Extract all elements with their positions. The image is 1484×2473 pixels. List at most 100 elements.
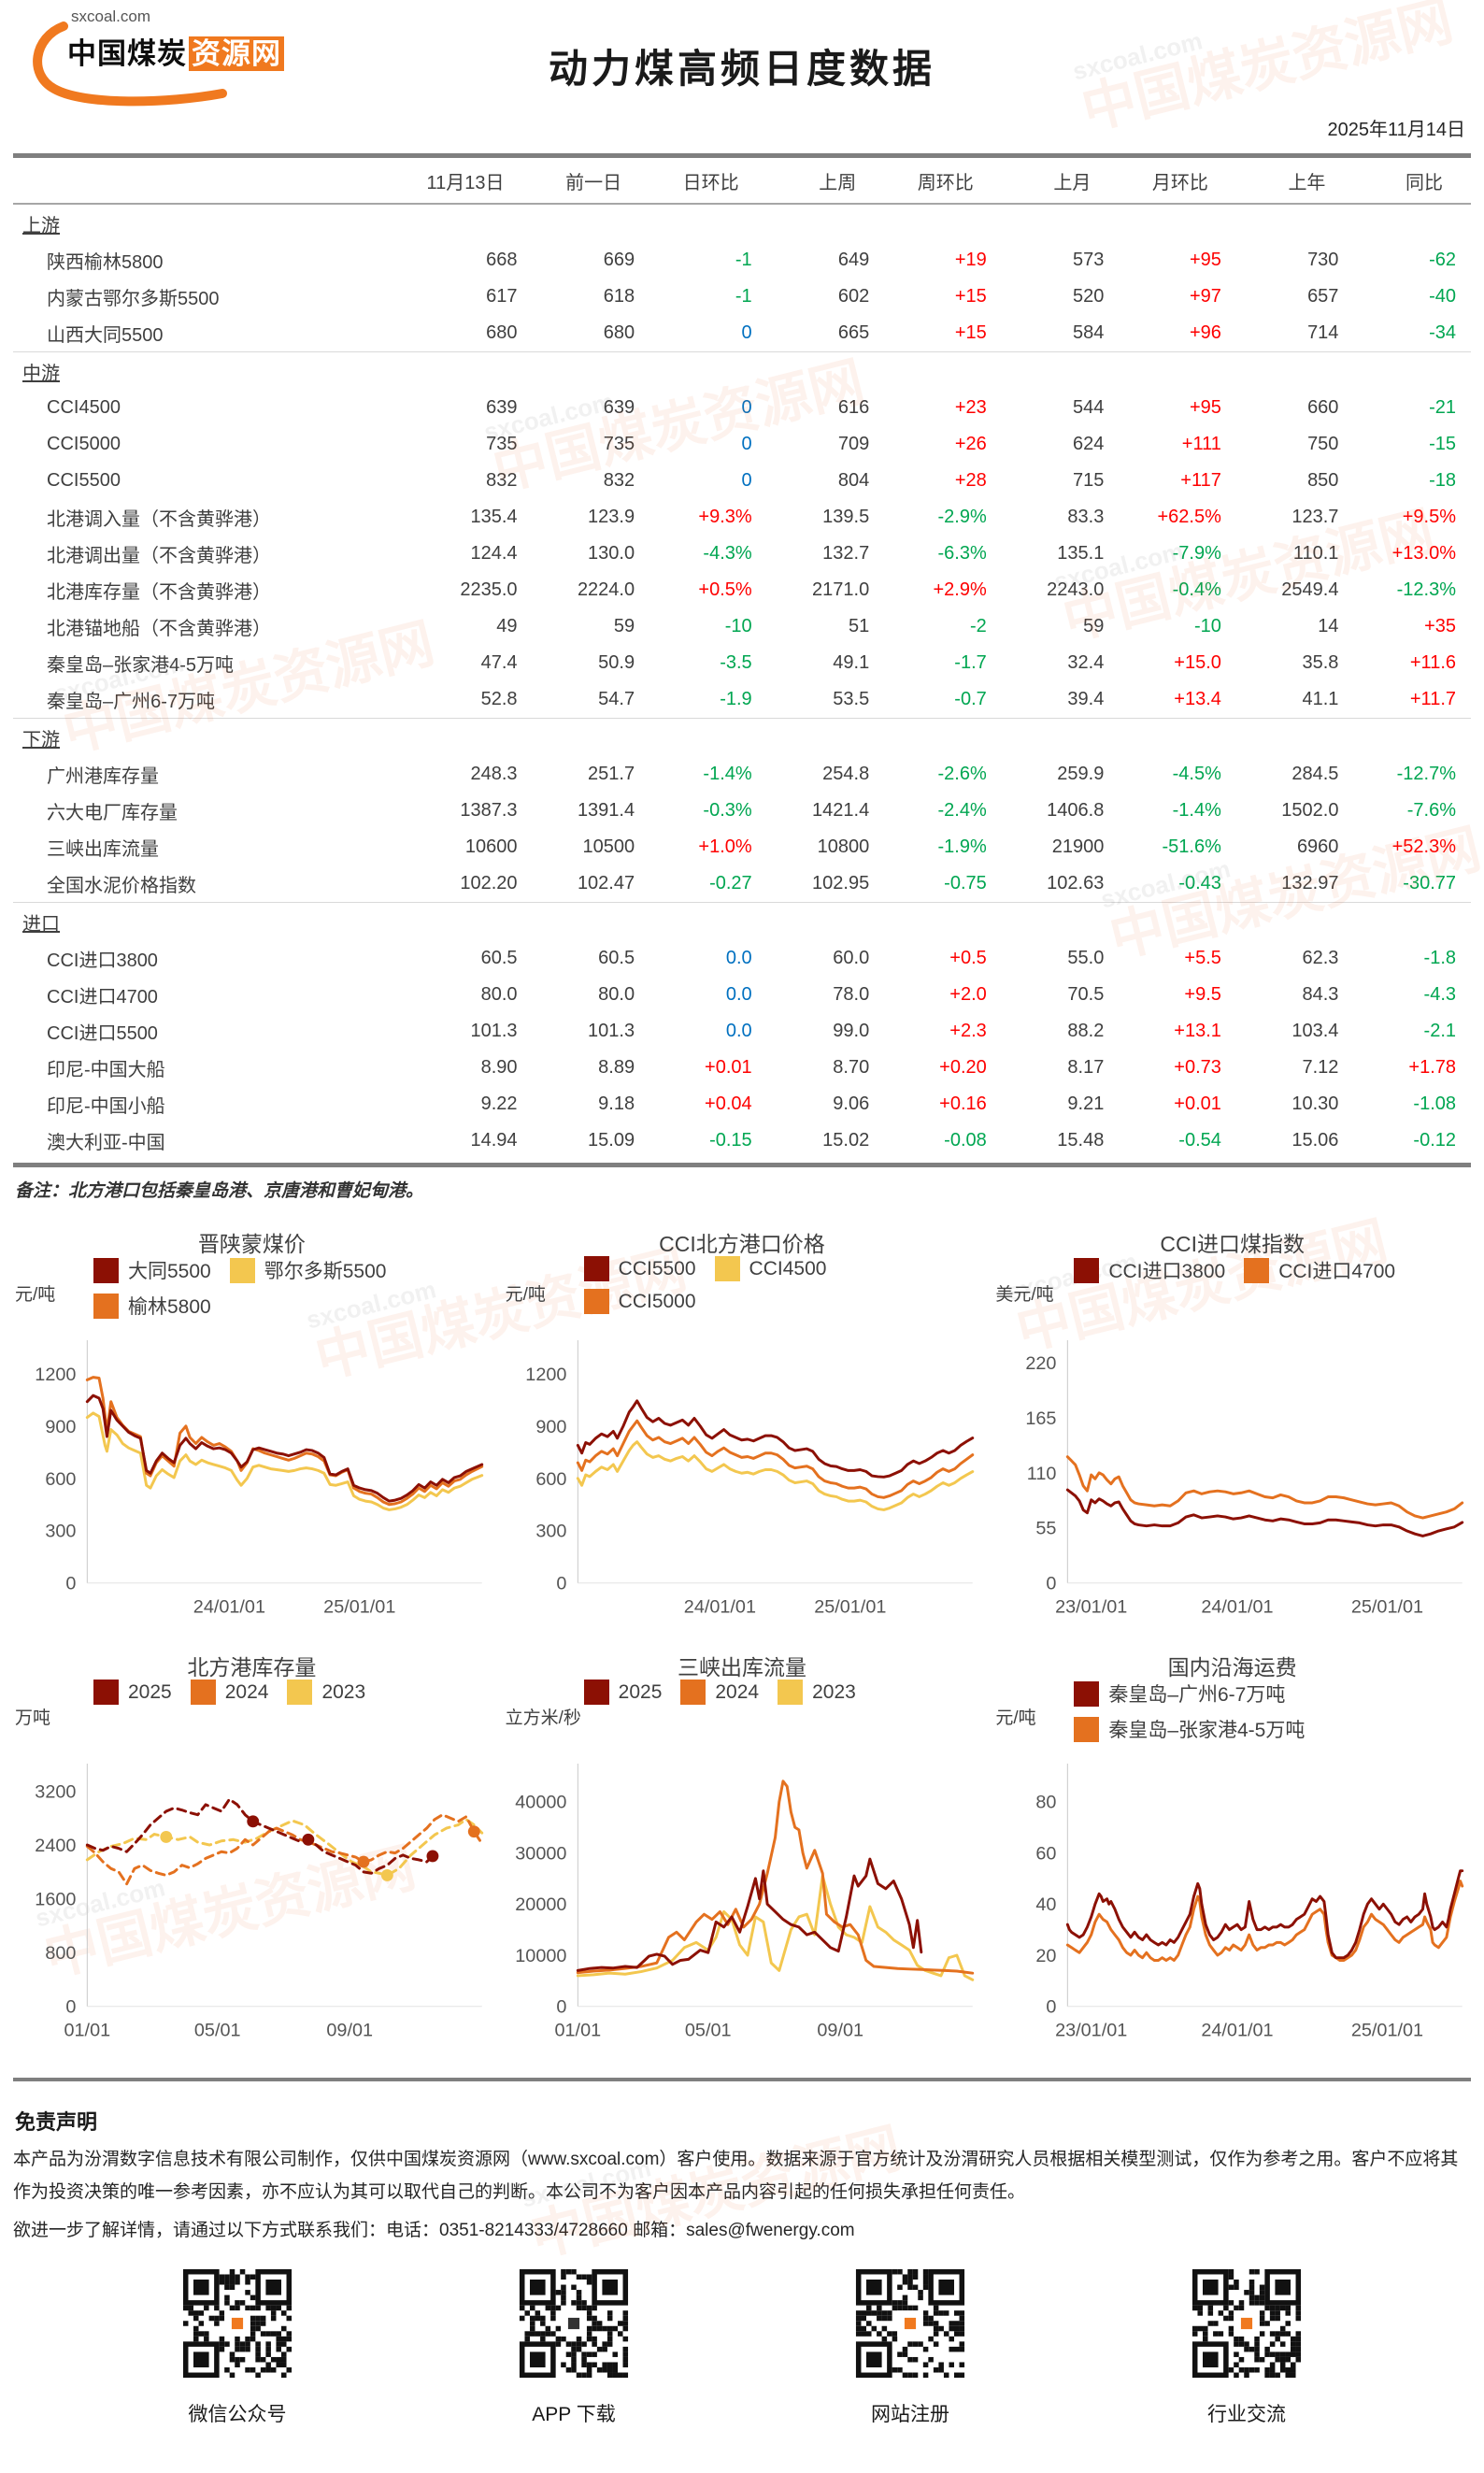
value-cell: +96 [1189,322,1221,343]
series-dot [380,1869,393,1882]
chart-title: 三峡出库流量 [677,1655,806,1680]
value-cell: 49 [496,616,518,636]
value-cell: 669 [603,250,635,270]
svg-text:55: 55 [1036,1519,1057,1539]
legend-item: 榆林5800 [93,1292,211,1320]
value-cell: 102.95 [812,873,870,893]
value-cell: 8.89 [598,1057,635,1078]
value-cell: 639 [486,397,518,418]
value-cell: 9.22 [480,1094,518,1114]
value-cell: 0 [741,470,752,491]
table-row: 全国水泥价格指数 102.20 102.47 -0.27 102.95 -0.75 102.… [13,865,1471,902]
section-label: 进口 [22,913,60,935]
value-cell: 660 [1307,397,1339,418]
value-cell: 680 [603,322,635,343]
legend-item: 2023 [287,1680,365,1706]
qr-label: 微信公众号 [188,2404,287,2426]
row-label: 三峡出库流量 [47,839,159,860]
value-cell: 1387.3 [460,800,518,821]
value-cell: -30.77 [1403,873,1456,893]
value-cell: +13.1 [1174,1021,1221,1041]
chart-cci-north-port: CCI北方港口价格 元/吨 CCI5500 CCI4500 CCI5000 0 300 600… [504,1226,981,1625]
value-cell: 59 [613,616,635,636]
legend-swatch [93,1257,119,1283]
svg-text:300: 300 [535,1522,566,1542]
table-row: 澳大利亚-中国 14.94 15.09 -0.15 15.02 -0.08 15.48 -0.… [13,1122,1471,1159]
value-cell: +28 [954,470,987,491]
value-cell: 49.1 [833,652,870,673]
series-dot [426,1850,439,1863]
value-cell: -1.4% [1172,800,1221,821]
legend-item: 秦皇岛–广州6-7万吨 [1074,1680,1285,1708]
value-cell: 248.3 [470,764,518,784]
table-row: 三峡出库流量 10600 10500 +1.0% 10800 -1.9% 21900 -51.… [13,829,1471,865]
value-cell: +95 [1189,397,1221,418]
value-cell: 750 [1307,434,1339,454]
value-cell: 10500 [582,836,635,857]
value-cell: 41.1 [1302,689,1339,709]
table-row: CCI5000 735 735 0 709 +26 624 +111 750 -15 [13,426,1471,463]
row-label: CCI5500 [47,470,121,491]
legend-swatch [1074,1680,1100,1707]
legend-item: CCI5500 [583,1256,696,1281]
logo-name: 中国煤炭 资源网 [67,30,284,72]
svg-text:300: 300 [45,1522,76,1542]
value-cell: 284.5 [1291,764,1339,784]
svg-text:20000: 20000 [515,1895,566,1916]
value-cell: 735 [603,434,635,454]
qr-code-wechat: 微信公众号 [179,2266,295,2427]
value-cell: -1 [735,250,752,270]
chart-title: 国内沿海运费 [1167,1655,1297,1680]
value-cell: 616 [837,397,870,418]
value-cell: +0.5% [698,579,752,600]
row-label: 陕西榆林5800 [47,252,164,273]
svg-text:25/01/01: 25/01/01 [1351,1596,1423,1617]
value-cell: 709 [837,434,870,454]
value-cell: 10800 [817,836,870,857]
column-header: 上月 [1053,172,1092,193]
value-cell: 2235.0 [460,579,518,600]
value-cell: 53.5 [833,689,870,709]
table-row: 秦皇岛–张家港4-5万吨 47.4 50.9 -3.5 49.1 -1.7 32.4 +15.… [13,645,1471,681]
row-label: 六大电厂库存量 [47,803,178,823]
legend-label: 鄂尔多斯5500 [264,1261,387,1282]
value-cell: 544 [1072,397,1105,418]
svg-text:800: 800 [45,1943,76,1964]
chart-plot-north-port-inventory: 0 800 1600 2400 3200 01/01 05/01 09/01 [35,1764,484,2041]
value-cell: 0 [741,397,752,418]
column-header: 前一日 [565,172,622,193]
legend-label: 2024 [224,1680,269,1703]
logo-domain-text: sxcoal.com [71,7,151,25]
value-cell: +2.9% [933,579,987,600]
qr-label: 网站注册 [871,2404,949,2426]
chart-three-gorges-outflow: 三峡出库流量 立方米/秒 2025 2024 2023 0 10000 20000 30000 4… [504,1650,981,2049]
legend-swatch [229,1257,255,1283]
series-line-榆林5800 [85,1376,484,1507]
value-cell: 139.5 [822,507,870,527]
row-label: 秦皇岛–广州6-7万吨 [47,692,216,712]
row-label: CCI5000 [47,434,121,454]
svg-text:165: 165 [1026,1408,1057,1429]
svg-text:23/01/01: 23/01/01 [1055,1596,1127,1617]
report-header: sxcoal.com 中国煤炭 资源网 动力煤高频日度数据 2025年11月14日 [13,0,1471,140]
column-header: 上年 [1288,172,1326,193]
value-cell: 0 [741,322,752,343]
section-label: 中游 [22,363,60,384]
column-header: 同比 [1406,172,1443,193]
value-cell: -12.3% [1396,579,1456,600]
chart-plot-cci-north-port: 0 300 600 900 1200 24/01/01 25/01/01 [525,1339,974,1617]
value-cell: -2.1 [1423,1021,1456,1041]
table-row: 北港调入量（不含黄骅港） 135.4 123.9 +9.3% 139.5 -2.9% 83.… [13,499,1471,536]
value-cell: 668 [486,250,518,270]
value-cell: -10 [1193,616,1221,636]
chart-jsm-coal-price: 晋陕蒙煤价 元/吨 大同5500 鄂尔多斯5500 榆林5800 0 300 600 900 12… [13,1226,491,1625]
svg-text:30000: 30000 [515,1844,566,1865]
legend-label: 2023 [812,1680,856,1703]
svg-text:24/01/01: 24/01/01 [1202,2021,1274,2041]
chart-head: 元/吨 CCI5500 CCI4500 CCI5000 [504,1256,981,1337]
qr-label: APP 下载 [532,2404,616,2426]
table-row: 印尼-中国大船 8.90 8.89 +0.01 8.70 +0.20 8.17 +0.73 7.… [13,1050,1471,1086]
row-label: 内蒙古鄂尔多斯5500 [47,289,220,309]
value-cell: 123.9 [588,507,635,527]
section-header-row: 进口 [13,902,1471,940]
